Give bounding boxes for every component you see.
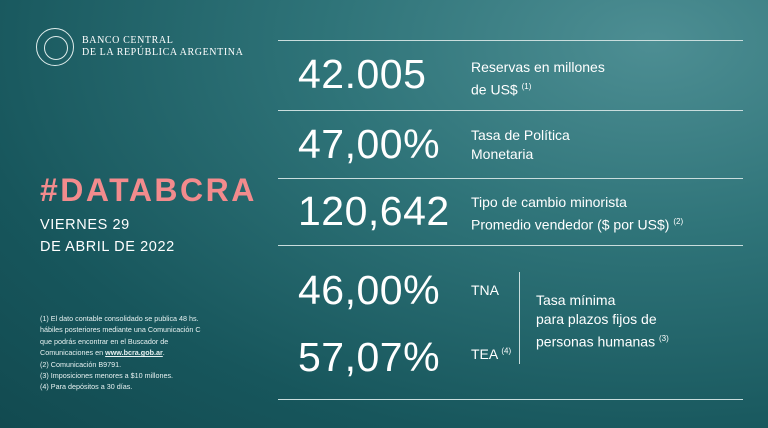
tasa-minima-line-1: Tasa mínima	[536, 292, 616, 308]
tipo-cambio-label-2: Promedio vendedor ($ por US$) (2)	[471, 212, 683, 235]
bcra-logo: BANCO CENTRAL DE LA REPÚBLICA ARGENTINA	[36, 28, 243, 66]
footnote-1d-text: Comunicaciones en	[40, 348, 106, 358]
tipo-cambio-label: Tipo de cambio minorista Promedio vended…	[471, 193, 683, 235]
reservas-label-2: de US$ (1)	[471, 77, 605, 100]
tipo-cambio-label-1: Tipo de cambio minorista	[471, 194, 627, 210]
reservas-label-1: Reservas en millones	[471, 59, 605, 75]
tasa-politica-value: 47,00%	[298, 121, 441, 167]
divider	[278, 178, 743, 179]
tipo-cambio-label-2-text: Promedio vendedor ($ por US$)	[471, 216, 670, 233]
tna-value: 46,00%	[298, 267, 441, 313]
bcra-link[interactable]: www.bcra.gob.ar	[105, 348, 163, 358]
reservas-label: Reservas en millones de US$ (1)	[471, 58, 605, 100]
tasa-politica-label: Tasa de Política Monetaria	[471, 126, 570, 164]
date-line-1: VIERNES 29	[40, 217, 130, 233]
logo-line-2: DE LA REPÚBLICA ARGENTINA	[82, 47, 244, 58]
tea-note: (4)	[501, 346, 512, 356]
tna-label: TNA	[471, 282, 499, 298]
date-line-2: DE ABRIL DE 2022	[40, 239, 175, 255]
divider	[278, 40, 743, 41]
footnote-2: (2) Comunicación B9791.	[40, 359, 122, 369]
footnote-3: (3) Imposiciones menores a $10 millones.	[40, 371, 174, 381]
logo-text: BANCO CENTRAL DE LA REPÚBLICA ARGENTINA	[82, 35, 243, 59]
footnote-1c: que podrás encontrar en el Buscador de	[40, 336, 169, 346]
divider	[278, 399, 743, 400]
tea-label: TEA (4)	[471, 346, 511, 362]
tea-value: 57,07%	[298, 334, 441, 380]
tea-label-text: TEA	[471, 346, 498, 362]
footnote-4: (4) Para depósitos a 30 días.	[40, 382, 133, 392]
footnote-1d: Comunicaciones en www.bcra.gob.ar.	[40, 347, 270, 358]
tasa-politica-label-2: Monetaria	[471, 146, 534, 162]
tasa-minima-label: Tasa mínima para plazos fijos de persona…	[536, 291, 669, 352]
reservas-label-2-text: de US$	[471, 81, 518, 98]
footnotes: (1) El dato contable consolidado se publ…	[40, 313, 270, 393]
reservas-note: (1)	[521, 82, 532, 91]
vertical-divider	[519, 272, 520, 364]
divider	[278, 110, 743, 111]
seal-icon	[36, 28, 74, 66]
tasa-minima-line-2: para plazos fijos de	[536, 311, 657, 327]
tasa-politica-label-1: Tasa de Política	[471, 127, 570, 143]
tipo-cambio-value: 120,642	[298, 188, 450, 234]
logo-line-1: BANCO CENTRAL	[82, 35, 174, 46]
tipo-cambio-note: (2)	[673, 217, 684, 226]
tasa-minima-line-3: personas humanas (3)	[536, 329, 669, 352]
tasa-minima-note: (3)	[658, 334, 669, 343]
footnote-1b: hábiles posteriores mediante una Comunic…	[40, 325, 201, 335]
footnote-1a: (1) El dato contable consolidado se publ…	[40, 314, 199, 323]
footnote-1e-text: .	[162, 348, 165, 358]
date: VIERNES 29 DE ABRIL DE 2022	[40, 214, 175, 258]
divider	[278, 245, 743, 246]
tasa-minima-line-3-text: personas humanas	[536, 333, 656, 350]
hashtag-title: #DATABCRA	[40, 172, 257, 208]
reservas-value: 42.005	[298, 51, 427, 97]
